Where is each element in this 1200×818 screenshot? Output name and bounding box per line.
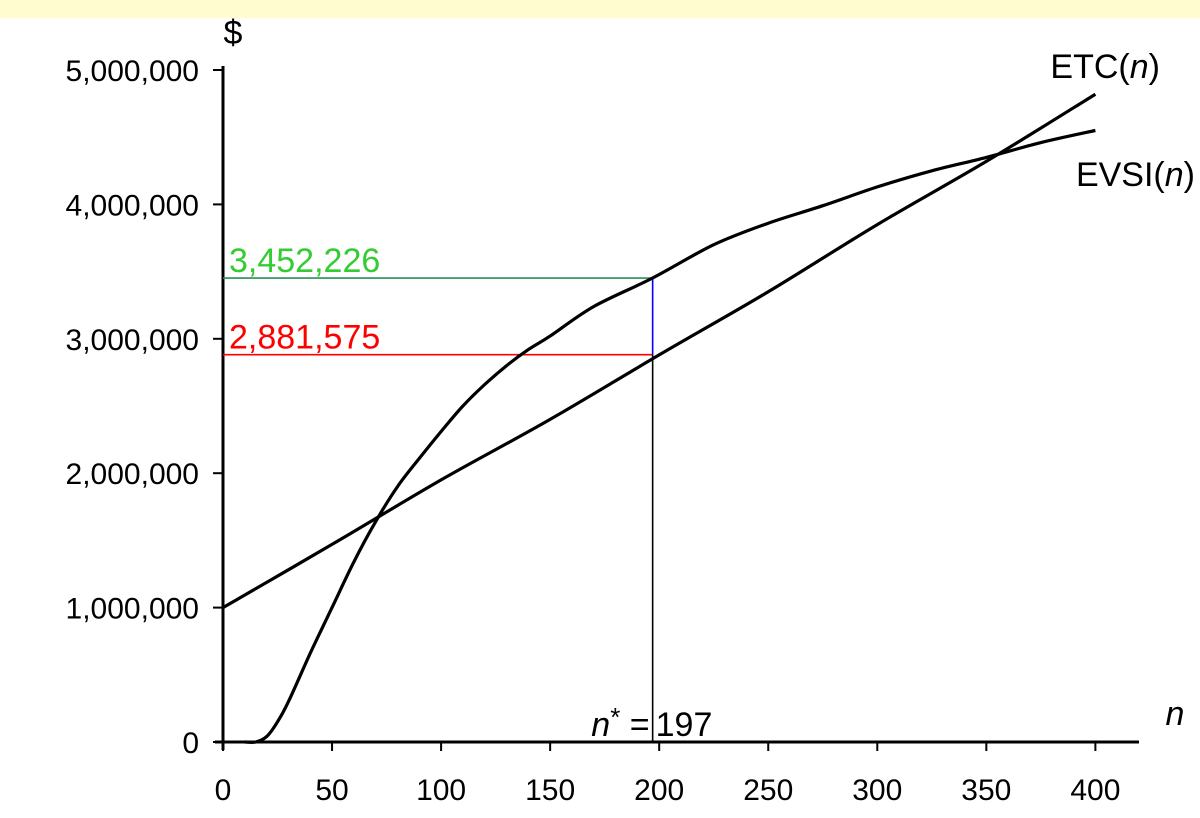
x-tick-label: 400 <box>1070 774 1120 807</box>
y-tick-label: 3,000,000 <box>66 324 199 357</box>
etc-value-label: 2,881,575 <box>229 319 380 357</box>
y-tick-label: 4,000,000 <box>66 189 199 222</box>
optimum-n-label: n* = <box>591 702 649 744</box>
x-tick-label: 100 <box>416 774 466 807</box>
x-tick-label: 50 <box>315 774 348 807</box>
x-tick-label: 200 <box>634 774 684 807</box>
x-tick-label: 250 <box>743 774 793 807</box>
evsi-curve <box>244 128 1096 744</box>
evsi-value-label: 3,452,226 <box>229 242 380 280</box>
optimum-guides <box>223 277 654 742</box>
y-tick-label: 5,000,000 <box>66 55 199 88</box>
x-tick-label: 0 <box>215 774 232 807</box>
x-tick-label: 150 <box>525 774 575 807</box>
x-tick-label: 350 <box>961 774 1011 807</box>
y-tick-label: 2,000,000 <box>66 458 199 491</box>
optimum-n-value: 197 <box>656 706 713 744</box>
y-tick-label: 1,000,000 <box>66 593 199 626</box>
etc-series-label: ETC(n) <box>1050 48 1160 86</box>
y-axis-title: $ <box>224 14 243 52</box>
evsi-series-label: EVSI(n) <box>1076 156 1195 194</box>
x-tick-label: 300 <box>852 774 902 807</box>
series-curves <box>222 92 1097 744</box>
top-banner <box>0 0 1200 18</box>
etc-curve <box>222 92 1097 609</box>
chart-labels: ETC(n) EVSI(n) 3,452,226 2,881,575 n* = 197 <box>229 48 1195 744</box>
axes: 0 50 100 150 200 250 300 350 400 0 1,000,000 2,000,… <box>66 14 1185 807</box>
y-tick-label: 0 <box>182 727 199 760</box>
x-axis-title: n <box>1166 695 1185 733</box>
